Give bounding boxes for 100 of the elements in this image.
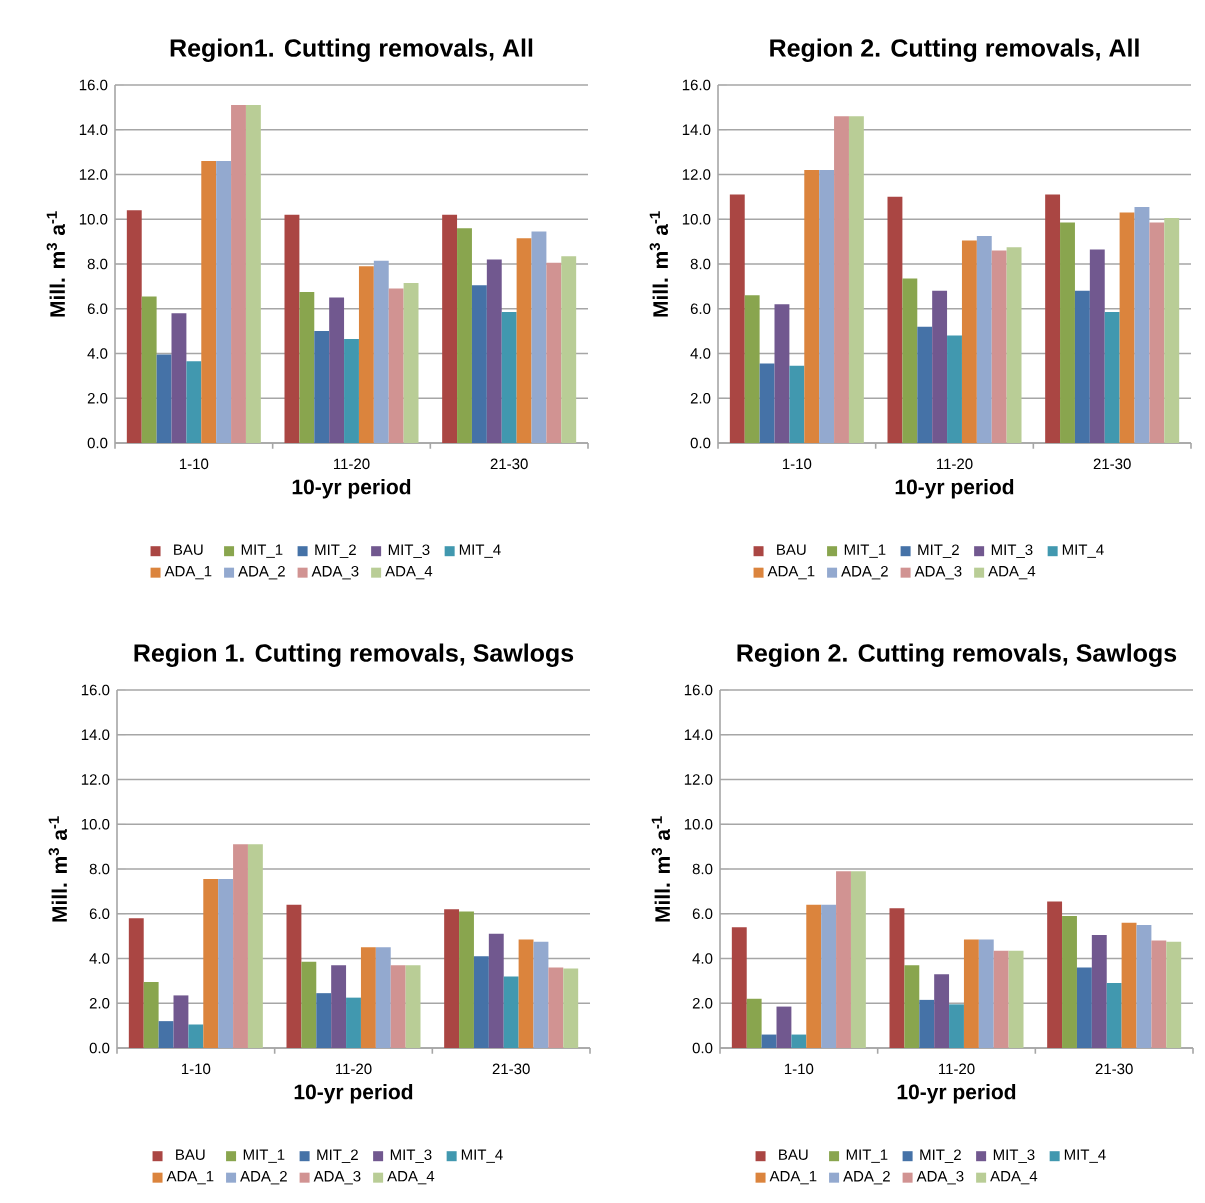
legend-label: MIT_1 xyxy=(844,544,886,558)
bar xyxy=(731,927,747,1048)
x-tick-label: 1-10 xyxy=(179,458,209,470)
legend-label: BAU xyxy=(174,544,203,556)
y-tick-label: 16.0 xyxy=(684,684,713,696)
y-tick-label: 6.0 xyxy=(690,303,711,315)
bar xyxy=(331,965,347,1048)
y-tick-label: 4.0 xyxy=(89,953,110,964)
bar xyxy=(889,908,905,1048)
bar xyxy=(457,228,472,443)
x-axis-title: 10-yr period xyxy=(895,478,1014,499)
bar xyxy=(1006,247,1022,443)
legend-label: ADA_2 xyxy=(238,565,285,580)
x-tick-label: 1-10 xyxy=(181,1063,211,1075)
bar xyxy=(316,993,332,1048)
y-tick-label: 0.0 xyxy=(690,437,711,449)
legend-label: ADA_4 xyxy=(988,566,1036,580)
bar xyxy=(917,326,933,443)
bar xyxy=(143,981,159,1048)
y-tick-label: 16.0 xyxy=(682,79,711,91)
bar xyxy=(1104,312,1120,443)
bar xyxy=(791,1034,807,1048)
x-tick-label: 21-30 xyxy=(490,458,528,470)
bar xyxy=(746,998,762,1048)
legend-label: MIT_4 xyxy=(1064,1149,1106,1163)
legend-label: BAU xyxy=(777,544,806,556)
bar xyxy=(789,365,805,443)
bar xyxy=(188,1024,204,1048)
bar xyxy=(218,879,234,1048)
bar xyxy=(729,194,745,443)
legend-label: ADA_3 xyxy=(311,565,359,580)
y-tick-label: 8.0 xyxy=(692,863,713,875)
bar xyxy=(563,968,579,1048)
y-tick-label: 8.0 xyxy=(87,258,108,270)
bar xyxy=(759,363,775,443)
x-tick-label: 11-20 xyxy=(336,1063,372,1075)
legend-label: ADA_3 xyxy=(914,565,962,580)
bar xyxy=(1060,222,1075,443)
bar xyxy=(1164,218,1180,443)
y-axis-title: Mill. m$^{3}$ a$^{-1}$ xyxy=(46,211,66,317)
legend-label: ADA_4 xyxy=(387,1171,435,1185)
bar xyxy=(390,965,406,1048)
bar xyxy=(403,283,419,443)
bar xyxy=(247,844,263,1048)
bar xyxy=(501,312,517,443)
bar xyxy=(405,965,421,1048)
bar xyxy=(1106,983,1122,1048)
bar xyxy=(1119,212,1135,443)
y-tick-label: 14.0 xyxy=(81,729,110,741)
bar xyxy=(850,871,866,1048)
bar xyxy=(203,879,219,1048)
y-tick-label: 16.0 xyxy=(81,684,110,696)
legend-label: ADA_1 xyxy=(164,566,212,580)
legend-label: ADA_3 xyxy=(916,1170,964,1185)
bar xyxy=(471,285,487,443)
bar xyxy=(1136,924,1152,1048)
bar xyxy=(301,961,317,1048)
bar xyxy=(344,338,359,443)
bar xyxy=(774,304,790,443)
bar xyxy=(976,236,992,443)
bar xyxy=(1062,915,1077,1048)
legend-label: MIT_1 xyxy=(846,1149,888,1163)
bar xyxy=(776,1006,792,1048)
legend-label: ADA_1 xyxy=(769,1171,817,1185)
legend-label: MIT_4 xyxy=(459,544,501,558)
legend-label: ADA_1 xyxy=(166,1171,214,1185)
y-axis-title: Mill. m$^{3}$ a$^{-1}$ xyxy=(651,816,671,922)
y-tick-label: 2.0 xyxy=(87,392,108,404)
x-axis-title: 10-yr period xyxy=(294,1083,413,1104)
bar xyxy=(548,967,564,1048)
y-tick-label: 6.0 xyxy=(89,908,110,920)
y-tick-label: 14.0 xyxy=(682,124,711,136)
y-tick-label: 10.0 xyxy=(81,818,110,830)
x-tick-label: 1-10 xyxy=(784,1063,814,1075)
bar xyxy=(806,904,822,1048)
bar xyxy=(518,939,534,1048)
bar xyxy=(531,231,547,443)
bar xyxy=(375,947,391,1048)
bar xyxy=(932,290,948,443)
x-tick-label: 11-20 xyxy=(937,458,973,470)
y-tick-label: 0.0 xyxy=(89,1042,110,1054)
y-tick-label: 14.0 xyxy=(684,729,713,741)
y-tick-label: 10.0 xyxy=(79,213,108,225)
bar xyxy=(963,939,979,1048)
y-tick-label: 0.0 xyxy=(692,1042,713,1054)
bar xyxy=(442,214,458,443)
y-tick-label: 2.0 xyxy=(690,392,711,404)
bar xyxy=(947,335,962,443)
x-tick-label: 11-20 xyxy=(939,1063,975,1075)
y-tick-label: 4.0 xyxy=(692,953,713,964)
legend-label: MIT_1 xyxy=(243,1149,285,1163)
x-tick-label: 21-30 xyxy=(1095,1063,1133,1075)
bar xyxy=(821,904,837,1048)
legend-label: ADA_2 xyxy=(841,565,888,580)
bar xyxy=(216,161,232,443)
bar xyxy=(360,947,376,1048)
bar xyxy=(1166,941,1182,1048)
legend-label: ADA_3 xyxy=(313,1170,361,1185)
bar xyxy=(156,354,172,443)
bar xyxy=(1076,967,1092,1048)
